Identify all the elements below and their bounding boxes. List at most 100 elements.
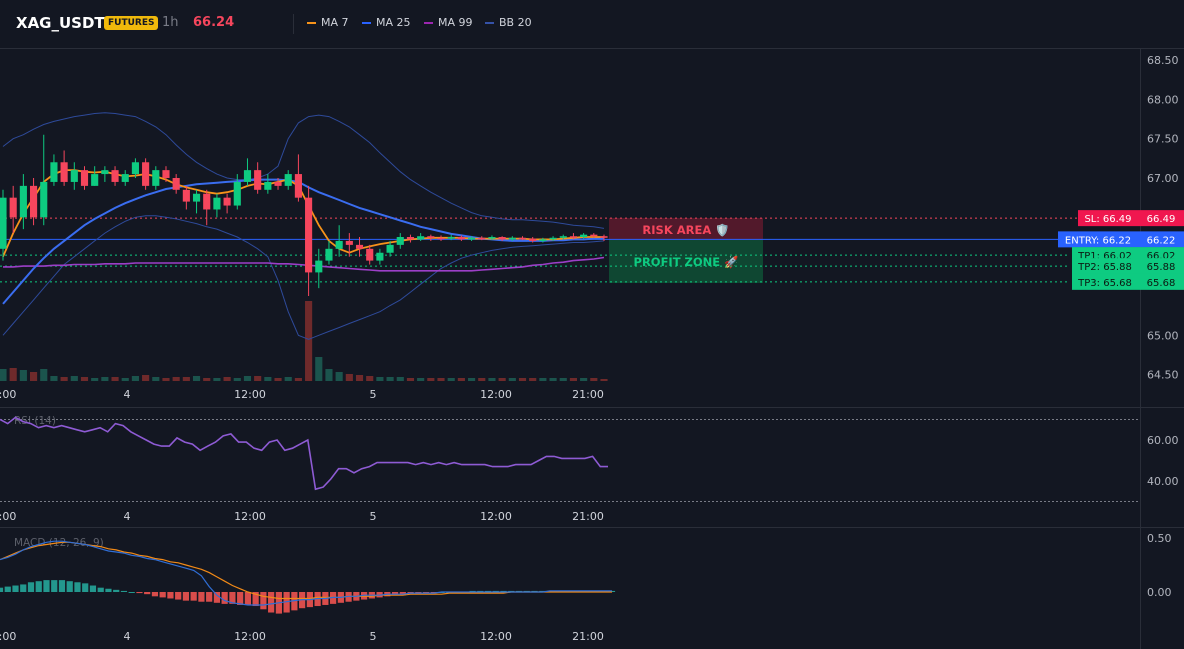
candle-body	[468, 237, 476, 240]
volume-bar	[590, 378, 598, 381]
volume-bar	[223, 377, 231, 381]
time-tick: 21:00	[572, 630, 604, 643]
volume-bar	[203, 378, 211, 381]
time-tick: 12:00	[234, 388, 266, 401]
volume-bar	[50, 376, 58, 381]
volume-bar	[19, 370, 27, 381]
volume-bar	[264, 377, 272, 381]
candle-body	[498, 237, 506, 240]
time-axis: 2:00 4 12:00 5 12:00 21:00 2:00 4 12:00 5 12:00 21:…	[0, 388, 604, 643]
volume-bar	[91, 378, 99, 381]
symbol-label[interactable]: XAG_USDT	[16, 14, 105, 32]
rsi-label: RSI (14)	[14, 415, 56, 427]
macd-hist-bar	[182, 592, 190, 601]
macd-hist-bar	[51, 580, 58, 592]
candle-body	[274, 181, 282, 186]
volume-bar	[152, 377, 160, 381]
candle-body	[325, 248, 333, 261]
candle-body	[182, 189, 190, 202]
volume-bar	[406, 378, 415, 381]
macd-hist-bar	[35, 581, 42, 592]
entry-axis-label-text: 66.22	[1147, 235, 1176, 246]
candle-body	[559, 236, 567, 238]
macd-hist-bar	[97, 587, 104, 592]
rsi-tick: 40.00	[1147, 475, 1179, 488]
profit-zone-box	[609, 240, 763, 283]
volume-bar	[243, 376, 252, 381]
tp2-axis-label-box	[1138, 258, 1184, 275]
macd-hist-bar	[20, 584, 27, 592]
time-tick: 4	[124, 510, 131, 523]
volume-bar	[600, 379, 608, 381]
entry-label-text: ENTRY: 66.22	[1065, 235, 1131, 246]
candle-body	[355, 244, 364, 249]
macd-hist-bar	[128, 592, 135, 593]
candle-body	[142, 162, 150, 186]
volume-bar	[101, 377, 109, 381]
volume-bar	[498, 378, 506, 381]
volume-bar	[172, 377, 180, 381]
tp2-label-text: TP2: 65.88	[1077, 262, 1132, 273]
legend-bb20[interactable]: BB 20	[485, 16, 532, 29]
tp3-label-box	[1072, 273, 1138, 290]
candle-body	[518, 237, 527, 240]
sl-axis-label-box	[1138, 210, 1184, 227]
volume-bar	[70, 376, 78, 381]
volume-bar	[29, 372, 38, 381]
candle-body	[203, 193, 211, 210]
volume-bar	[0, 369, 7, 381]
candle-body	[9, 197, 17, 218]
candle-body	[60, 162, 68, 182]
candle-body	[0, 197, 7, 249]
legend-ma7[interactable]: MA 7	[307, 16, 349, 29]
candle-body	[305, 197, 313, 273]
volume-bar	[437, 378, 445, 381]
volume-bar	[254, 376, 262, 381]
last-price: 66.24	[193, 15, 235, 30]
volume-bar	[468, 378, 476, 381]
candle-body	[101, 170, 109, 175]
volume-bar	[80, 377, 89, 381]
legend-ma99[interactable]: MA 99	[424, 16, 473, 29]
legend-ma25[interactable]: MA 25	[362, 16, 411, 29]
rsi-tick: 60.00	[1147, 434, 1179, 447]
trade-levels	[0, 217, 1080, 283]
candle-body	[223, 197, 231, 206]
candle-body	[427, 236, 435, 238]
timeframe-label[interactable]: 1h	[162, 15, 179, 30]
volume-bar	[569, 378, 578, 381]
candle-body	[294, 174, 302, 198]
candle-body	[121, 174, 129, 182]
bb-upper-line	[2, 112, 605, 229]
bollinger-bands	[2, 112, 605, 340]
candle-body	[376, 252, 384, 261]
volume-bar	[345, 374, 353, 381]
volume-bar	[376, 377, 384, 381]
candle-body	[529, 238, 537, 241]
macd-hist-bar	[221, 592, 228, 604]
volume-bar	[529, 378, 537, 381]
volume-bar	[305, 301, 313, 381]
macd-hist-bar	[159, 592, 166, 598]
candle-body	[233, 181, 241, 206]
candle-body	[111, 170, 119, 182]
volume-bar	[427, 378, 435, 381]
time-tick: 4	[124, 388, 131, 401]
macd-hist-bar	[58, 580, 66, 592]
macd-hist-bar	[190, 592, 197, 601]
ma25-line	[2, 178, 604, 305]
futures-badge: FUTURES	[104, 16, 159, 30]
volume-bar	[213, 378, 221, 381]
time-tick: 5	[370, 388, 377, 401]
price-tick: 67.50	[1147, 133, 1179, 146]
volume-bar	[294, 378, 302, 381]
tp2-axis-label-text: 65.88	[1147, 262, 1176, 273]
volume-bar	[488, 378, 496, 381]
time-tick: 12:00	[234, 510, 266, 523]
ma25-swatch-icon	[362, 21, 371, 24]
volume-bar	[396, 377, 404, 381]
macd-hist-bar	[4, 586, 11, 592]
legend-ma99-label: MA 99	[438, 16, 473, 29]
macd-hist-bar	[66, 581, 73, 592]
